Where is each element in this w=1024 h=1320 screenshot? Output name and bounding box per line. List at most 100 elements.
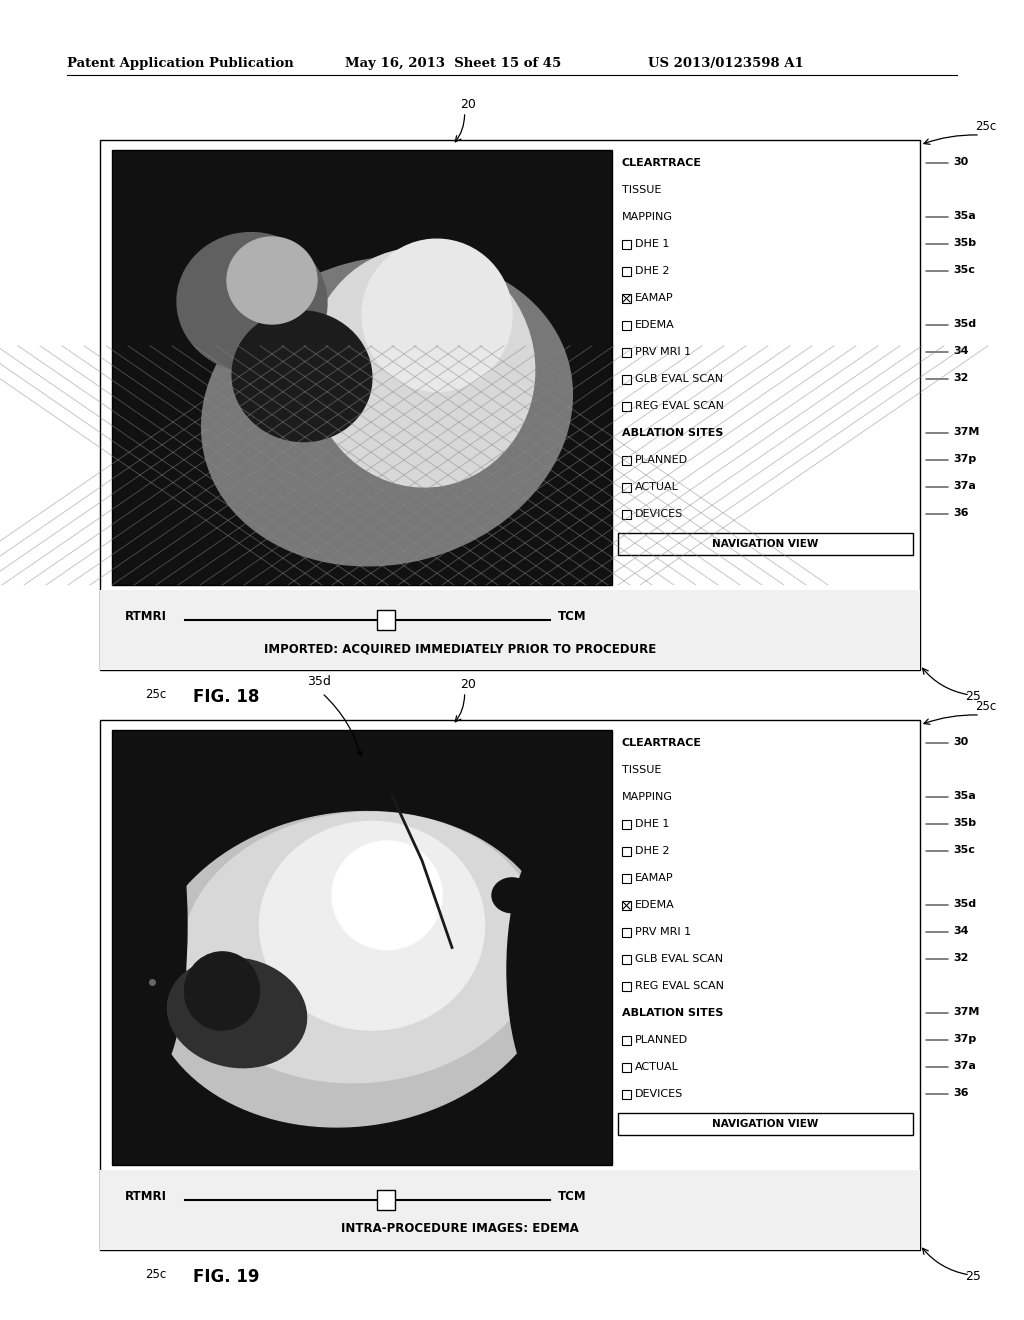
Text: FIG. 18: FIG. 18 [193, 688, 259, 706]
Ellipse shape [492, 878, 532, 912]
Text: 25c: 25c [975, 700, 996, 713]
Text: MAPPING: MAPPING [622, 792, 673, 803]
Text: ABLATION SITES: ABLATION SITES [622, 1008, 723, 1018]
Text: TCM: TCM [558, 1189, 587, 1203]
Bar [622, 455, 631, 465]
Ellipse shape [177, 232, 327, 372]
Text: 35b: 35b [953, 818, 976, 828]
Bar [622, 874, 631, 883]
Ellipse shape [232, 310, 372, 442]
Ellipse shape [202, 256, 572, 566]
Ellipse shape [259, 821, 484, 1030]
Bar [622, 982, 631, 991]
Bar [622, 820, 631, 829]
Bar [622, 403, 631, 411]
Text: PLANNED: PLANNED [635, 1035, 688, 1045]
Text: 35a: 35a [953, 211, 976, 220]
Text: DEVICES: DEVICES [635, 1089, 683, 1100]
Bar [622, 375, 631, 384]
Text: REG EVAL SCAN: REG EVAL SCAN [635, 981, 724, 991]
Text: INTRA-PROCEDURE IMAGES: EDEMA: INTRA-PROCEDURE IMAGES: EDEMA [341, 1222, 579, 1236]
Bar [618, 1113, 913, 1135]
Text: PLANNED: PLANNED [635, 455, 688, 465]
Text: 25: 25 [965, 1270, 981, 1283]
Text: DHE 1: DHE 1 [635, 818, 670, 829]
Text: RTMRI: RTMRI [125, 610, 167, 623]
Bar [100, 1170, 920, 1250]
Bar [622, 902, 631, 909]
Text: 25c: 25c [145, 1269, 166, 1280]
Bar [622, 321, 631, 330]
Text: 37p: 37p [953, 454, 976, 465]
Bar [622, 483, 631, 492]
Text: IMPORTED: ACQUIRED IMMEDIATELY PRIOR TO PROCEDURE: IMPORTED: ACQUIRED IMMEDIATELY PRIOR TO … [264, 642, 656, 655]
Bar [622, 1036, 631, 1045]
Text: FIG. 19: FIG. 19 [193, 1269, 259, 1286]
Bar [622, 294, 631, 304]
Text: ABLATION SITES: ABLATION SITES [622, 428, 723, 438]
Ellipse shape [117, 774, 187, 1078]
Ellipse shape [227, 238, 317, 323]
Ellipse shape [167, 958, 306, 1068]
Text: DEVICES: DEVICES [635, 510, 683, 519]
Ellipse shape [332, 841, 442, 949]
Text: CLEARTRACE: CLEARTRACE [622, 738, 702, 748]
Text: TISSUE: TISSUE [622, 766, 662, 775]
Text: 35b: 35b [953, 238, 976, 248]
Bar [100, 719, 920, 1250]
Text: 35a: 35a [953, 791, 976, 801]
Text: RTMRI: RTMRI [125, 1189, 167, 1203]
Text: May 16, 2013  Sheet 15 of 45: May 16, 2013 Sheet 15 of 45 [345, 57, 561, 70]
Text: EDEMA: EDEMA [635, 319, 675, 330]
Ellipse shape [507, 838, 597, 1100]
Text: 35c: 35c [953, 265, 975, 275]
Text: 20: 20 [461, 678, 476, 690]
Text: 25c: 25c [145, 688, 166, 701]
Text: 34: 34 [953, 346, 969, 356]
Bar [622, 348, 631, 356]
Ellipse shape [182, 812, 542, 1082]
Bar [100, 590, 920, 671]
Text: EDEMA: EDEMA [635, 900, 675, 909]
Text: CLEARTRACE: CLEARTRACE [622, 158, 702, 168]
Bar [112, 730, 612, 1166]
Text: GLB EVAL SCAN: GLB EVAL SCAN [635, 954, 723, 964]
Ellipse shape [309, 248, 535, 487]
Text: NAVIGATION VIEW: NAVIGATION VIEW [713, 1119, 818, 1129]
Bar [377, 1191, 394, 1210]
Text: 20: 20 [461, 98, 476, 111]
Text: ACTUAL: ACTUAL [635, 1063, 679, 1072]
Ellipse shape [184, 952, 259, 1030]
Text: PRV MRI 1: PRV MRI 1 [635, 927, 691, 937]
Bar [618, 533, 913, 554]
Bar [377, 610, 394, 631]
Text: TISSUE: TISSUE [622, 185, 662, 195]
Text: DHE 2: DHE 2 [635, 846, 670, 855]
Text: 36: 36 [953, 508, 969, 517]
Text: REG EVAL SCAN: REG EVAL SCAN [635, 401, 724, 411]
Text: 35d: 35d [307, 675, 331, 688]
Text: GLB EVAL SCAN: GLB EVAL SCAN [635, 374, 723, 384]
Text: MAPPING: MAPPING [622, 213, 673, 222]
Bar [622, 847, 631, 855]
Text: EAMAP: EAMAP [635, 293, 674, 304]
Text: EAMAP: EAMAP [635, 873, 674, 883]
Text: TCM: TCM [558, 610, 587, 623]
Text: 30: 30 [953, 737, 969, 747]
Bar [112, 150, 612, 585]
Text: NAVIGATION VIEW: NAVIGATION VIEW [713, 539, 818, 549]
Ellipse shape [147, 812, 556, 1127]
Bar [622, 928, 631, 937]
Text: 35c: 35c [953, 845, 975, 855]
Bar [622, 510, 631, 519]
Bar [622, 240, 631, 249]
Bar [112, 150, 612, 585]
Bar [622, 954, 631, 964]
Text: 35d: 35d [953, 319, 976, 329]
Text: 37p: 37p [953, 1034, 976, 1044]
Text: 36: 36 [953, 1088, 969, 1098]
Text: 35d: 35d [953, 899, 976, 909]
Text: 34: 34 [953, 927, 969, 936]
Text: 25: 25 [965, 690, 981, 704]
Text: DHE 1: DHE 1 [635, 239, 670, 249]
